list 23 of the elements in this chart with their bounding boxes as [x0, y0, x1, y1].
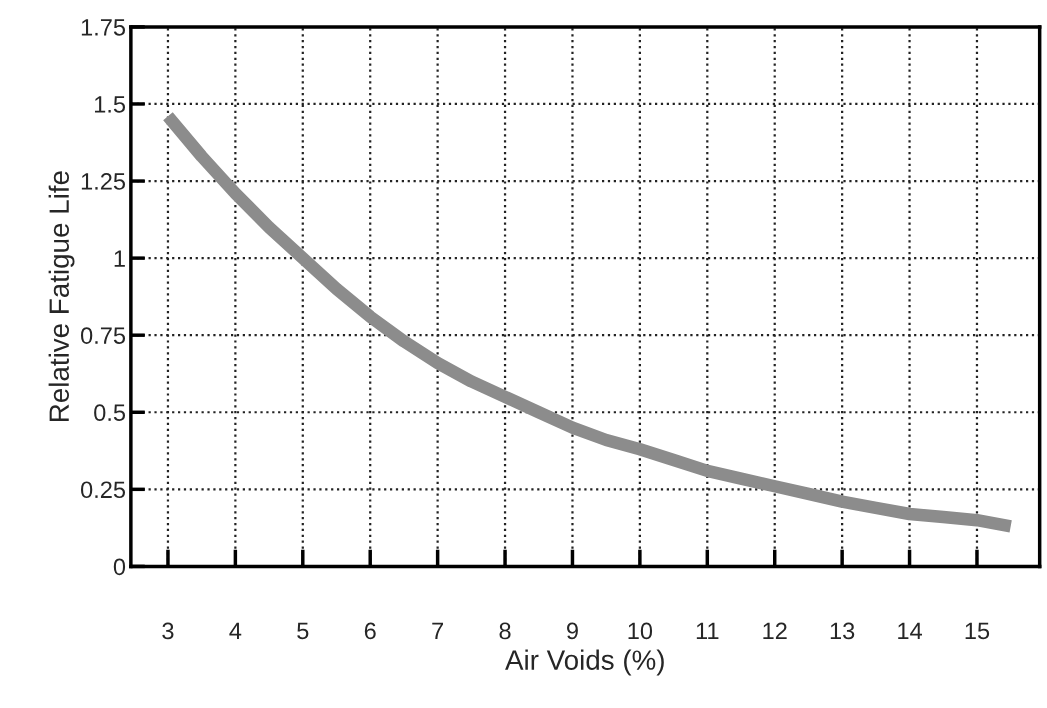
y-tick-label: 0.75 — [80, 327, 126, 344]
y-axis-title: Relative Fatigue Life — [48, 171, 75, 421]
x-tick-label: 10 — [628, 622, 653, 640]
x-tick-label: 12 — [763, 622, 787, 640]
x-tick-label: 13 — [830, 622, 855, 640]
x-tick-label: 5 — [297, 622, 309, 640]
y-tick-label: 1 — [114, 250, 125, 267]
x-tick-label: 3 — [162, 622, 174, 640]
x-tick-label: 7 — [432, 622, 444, 640]
y-tick-label: 1.25 — [81, 173, 126, 190]
x-tick-label: 6 — [364, 622, 376, 640]
y-tick-label: 0 — [113, 558, 126, 576]
y-tick-label: 1.5 — [94, 96, 126, 113]
x-tick-label: 11 — [696, 622, 719, 640]
y-tick-label: 0.25 — [80, 481, 126, 499]
x-tick-label: 14 — [898, 622, 922, 640]
x-tick-label: 15 — [965, 622, 990, 640]
x-tick-label: 4 — [229, 622, 242, 640]
x-axis-title: Air Voids (%) — [505, 649, 664, 676]
x-tick-label: 9 — [567, 622, 578, 640]
y-tick-label: 0.5 — [94, 404, 126, 422]
y-tick-label: 1.75 — [81, 19, 126, 36]
x-tick-label: 8 — [499, 622, 511, 640]
